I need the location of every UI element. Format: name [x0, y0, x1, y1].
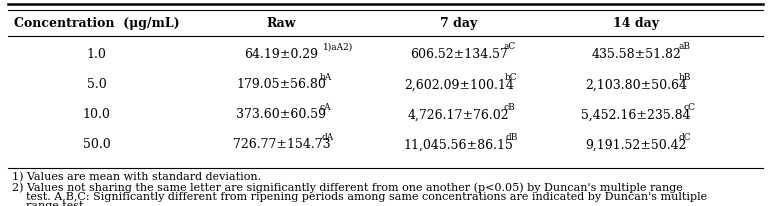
- Text: 50.0: 50.0: [82, 138, 110, 151]
- Text: Concentration  (μg/mL): Concentration (μg/mL): [14, 17, 179, 30]
- Text: bA: bA: [320, 72, 332, 81]
- Text: 5,452.16±235.84: 5,452.16±235.84: [581, 108, 691, 121]
- Text: 2,103.80±50.64: 2,103.80±50.64: [585, 78, 687, 91]
- Text: 2,602.09±100.14: 2,602.09±100.14: [404, 78, 513, 91]
- Text: 1) Values are mean with standard deviation.: 1) Values are mean with standard deviati…: [12, 171, 261, 181]
- Text: range test.: range test.: [12, 200, 86, 206]
- Text: 4,726.17±76.02: 4,726.17±76.02: [408, 108, 510, 121]
- Text: dC: dC: [678, 132, 691, 141]
- Text: cC: cC: [684, 102, 696, 111]
- Text: bB: bB: [678, 72, 691, 81]
- Text: test. A,B,C: Significantly different from ripening periods among same concentrat: test. A,B,C: Significantly different fro…: [12, 191, 707, 201]
- Text: 10.0: 10.0: [82, 108, 110, 121]
- Text: Raw: Raw: [267, 17, 296, 30]
- Text: cA: cA: [320, 102, 332, 111]
- Text: aB: aB: [678, 42, 691, 51]
- Text: dB: dB: [505, 132, 517, 141]
- Text: 373.60±60.59: 373.60±60.59: [237, 108, 326, 121]
- Text: 179.05±56.80: 179.05±56.80: [237, 78, 326, 91]
- Text: bC: bC: [505, 72, 517, 81]
- Text: 1.0: 1.0: [86, 48, 106, 61]
- Text: 64.19±0.29: 64.19±0.29: [244, 48, 318, 61]
- Text: 9,191.52±50.42: 9,191.52±50.42: [585, 138, 687, 151]
- Text: aC: aC: [503, 42, 516, 51]
- Text: cB: cB: [503, 102, 515, 111]
- Text: 7 day: 7 day: [440, 17, 477, 30]
- Text: 606.52±134.57: 606.52±134.57: [410, 48, 507, 61]
- Text: 11,045.56±86.15: 11,045.56±86.15: [404, 138, 513, 151]
- Text: 14 day: 14 day: [613, 17, 659, 30]
- Text: 1)aA2): 1)aA2): [323, 42, 353, 51]
- Text: 726.77±154.73: 726.77±154.73: [233, 138, 330, 151]
- Text: 5.0: 5.0: [86, 78, 106, 91]
- Text: 435.58±51.82: 435.58±51.82: [591, 48, 681, 61]
- Text: 2) Values not sharing the same letter are significantly different from one anoth: 2) Values not sharing the same letter ar…: [12, 181, 682, 192]
- Text: dA: dA: [322, 132, 334, 141]
